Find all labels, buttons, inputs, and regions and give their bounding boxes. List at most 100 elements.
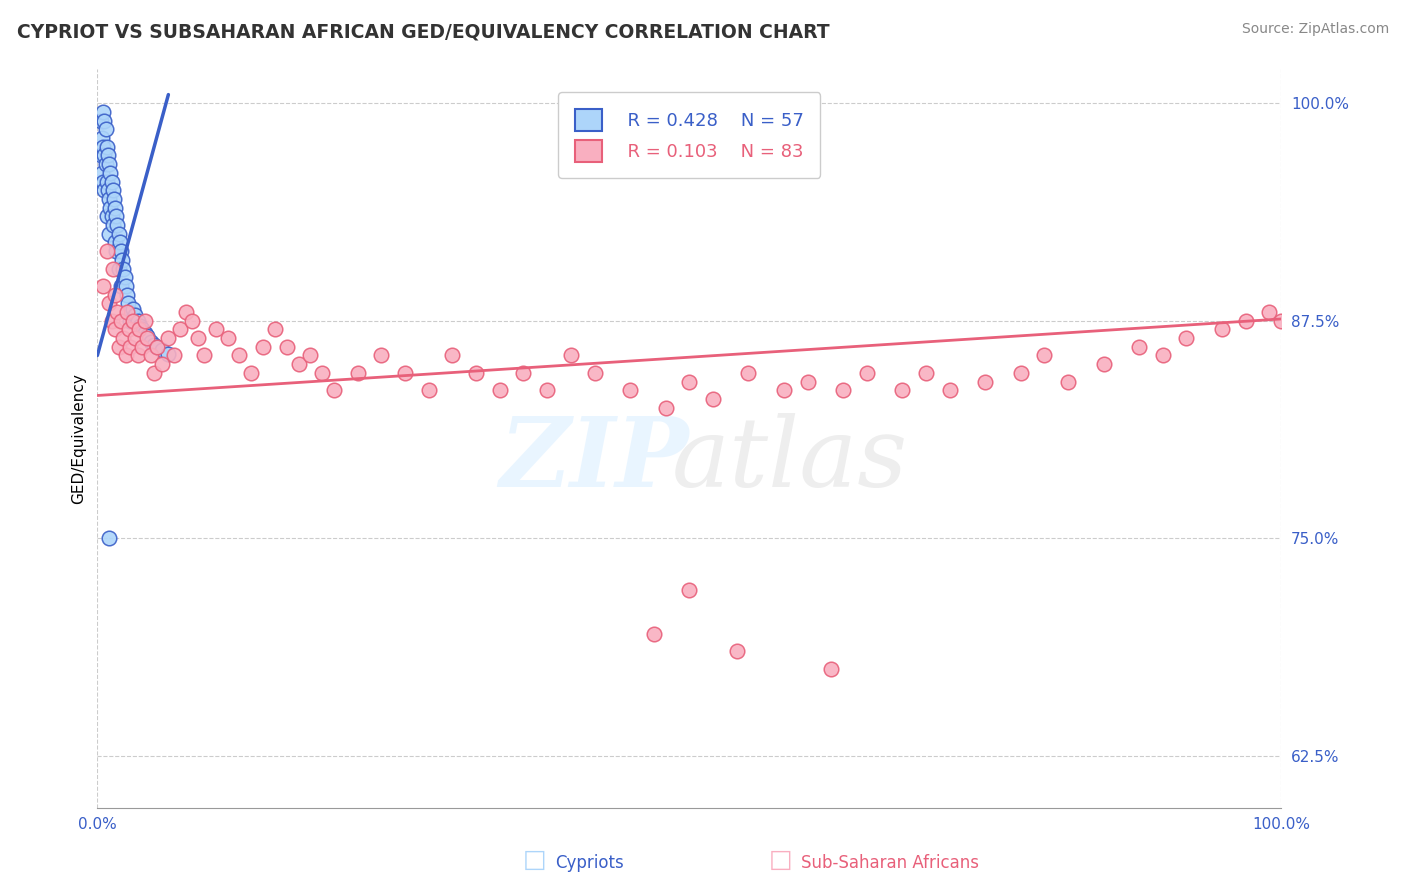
- Point: [938, 384, 960, 398]
- Text: Source: ZipAtlas.com: Source: ZipAtlas.com: [1241, 22, 1389, 37]
- Point: [145, 340, 167, 354]
- Point: [1092, 357, 1115, 371]
- Point: [98, 296, 121, 310]
- Point: [100, 166, 122, 180]
- Point: [832, 384, 855, 398]
- Point: [157, 347, 180, 361]
- Point: [512, 366, 534, 380]
- Point: [1152, 349, 1174, 363]
- Point: [820, 661, 842, 675]
- Point: [1010, 366, 1032, 380]
- Point: [136, 331, 159, 345]
- Point: [108, 235, 131, 250]
- Point: [678, 583, 700, 598]
- Point: [583, 366, 606, 380]
- Point: [287, 357, 309, 371]
- Point: [100, 210, 122, 224]
- Point: [465, 366, 488, 380]
- Point: [252, 340, 274, 354]
- Point: [114, 349, 136, 363]
- Text: Cypriots: Cypriots: [555, 855, 624, 872]
- Point: [134, 326, 156, 340]
- Point: [96, 175, 118, 189]
- Point: [93, 148, 115, 162]
- Point: [217, 331, 239, 345]
- Point: [104, 322, 127, 336]
- Point: [118, 305, 141, 319]
- Point: [90, 113, 112, 128]
- Point: [104, 235, 127, 250]
- Point: [97, 183, 120, 197]
- Point: [115, 287, 138, 301]
- Point: [1258, 305, 1281, 319]
- Point: [311, 366, 333, 380]
- Point: [346, 366, 368, 380]
- Point: [110, 314, 132, 328]
- Point: [169, 322, 191, 336]
- Point: [143, 366, 166, 380]
- Point: [536, 384, 558, 398]
- Point: [93, 183, 115, 197]
- Point: [418, 384, 440, 398]
- Point: [93, 113, 115, 128]
- Point: [103, 192, 125, 206]
- Point: [276, 340, 298, 354]
- Point: [152, 357, 174, 371]
- Point: [118, 322, 141, 336]
- Point: [891, 384, 914, 398]
- Point: [299, 349, 322, 363]
- Point: [725, 644, 748, 658]
- Point: [187, 331, 209, 345]
- Point: [1270, 314, 1292, 328]
- Point: [441, 349, 464, 363]
- Point: [101, 218, 124, 232]
- Text: CYPRIOT VS SUBSAHARAN AFRICAN GED/EQUIVALENCY CORRELATION CHART: CYPRIOT VS SUBSAHARAN AFRICAN GED/EQUIVA…: [17, 22, 830, 41]
- Point: [678, 375, 700, 389]
- Point: [107, 261, 129, 276]
- Point: [111, 252, 134, 267]
- Point: [129, 318, 152, 333]
- Point: [394, 366, 416, 380]
- Point: [91, 175, 114, 189]
- Text: ZIP: ZIP: [499, 413, 689, 508]
- Point: [91, 166, 114, 180]
- Point: [96, 244, 118, 259]
- Point: [107, 227, 129, 241]
- Text: Sub-Saharan Africans: Sub-Saharan Africans: [801, 855, 980, 872]
- Point: [163, 349, 186, 363]
- Point: [100, 175, 122, 189]
- Point: [120, 340, 142, 354]
- Point: [204, 322, 226, 336]
- Point: [114, 270, 136, 285]
- Text: □: □: [523, 848, 546, 872]
- Point: [107, 340, 129, 354]
- Point: [181, 314, 204, 328]
- Point: [143, 338, 166, 352]
- Point: [654, 401, 676, 415]
- Point: [139, 334, 162, 349]
- Point: [94, 122, 117, 136]
- Point: [193, 349, 215, 363]
- Point: [702, 392, 724, 406]
- Point: [121, 301, 143, 316]
- Point: [152, 343, 174, 358]
- Point: [131, 322, 153, 336]
- Point: [110, 244, 132, 259]
- Point: [796, 375, 818, 389]
- Point: [124, 309, 146, 323]
- Point: [855, 366, 877, 380]
- Point: [96, 140, 118, 154]
- Point: [643, 626, 665, 640]
- Point: [110, 279, 132, 293]
- Point: [104, 201, 127, 215]
- Point: [112, 261, 135, 276]
- Point: [94, 157, 117, 171]
- Point: [560, 349, 582, 363]
- Point: [1175, 331, 1198, 345]
- Point: [619, 384, 641, 398]
- Point: [121, 314, 143, 328]
- Point: [101, 261, 124, 276]
- Point: [107, 305, 129, 319]
- Point: [107, 218, 129, 232]
- Point: [131, 340, 153, 354]
